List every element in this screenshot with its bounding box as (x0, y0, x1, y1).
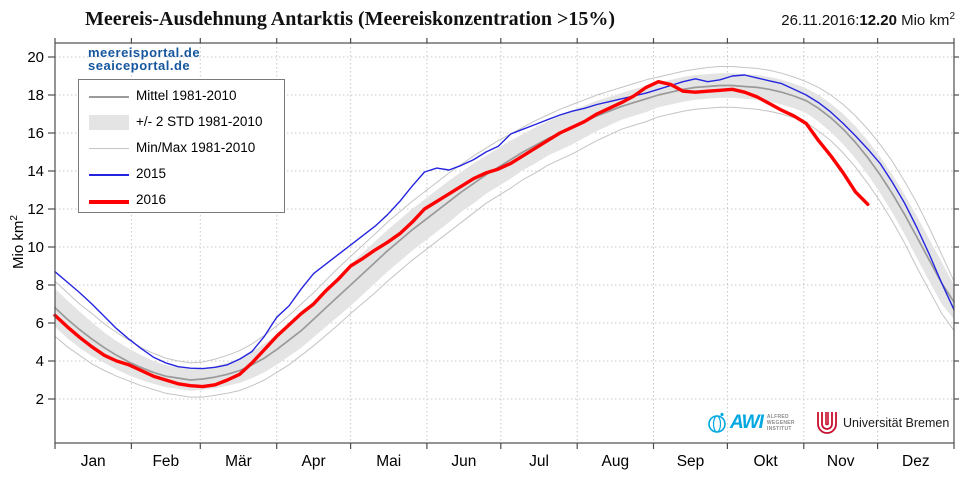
svg-text:20: 20 (27, 49, 44, 66)
svg-text:14: 14 (27, 163, 44, 180)
svg-text:6: 6 (36, 315, 44, 332)
latest-date: 26.11.2016: (781, 12, 860, 29)
legend-item-2015: 2015 (79, 162, 284, 188)
awi-logo: AWI ALFRED WEGENER INSTITUT (706, 408, 795, 438)
uni-bremen-u-icon (817, 412, 837, 434)
awi-acronym: AWI (730, 412, 764, 433)
max-line (54, 66, 955, 364)
svg-text:2: 2 (36, 391, 44, 408)
series-2015 (54, 74, 955, 370)
series-Mittel-1981-2010 (54, 84, 955, 381)
svg-text:Apr: Apr (302, 453, 326, 470)
awi-globe-icon (708, 412, 726, 433)
svg-text:Okt: Okt (754, 453, 779, 470)
std-band-swatch (89, 115, 129, 130)
legend: Mittel 1981-2010 +/- 2 STD 1981-2010 Min… (78, 79, 285, 213)
line-2016-swatch (89, 200, 129, 204)
legend-item-2016: 2016 (79, 188, 284, 214)
latest-value-readout: 26.11.2016:12.20 Mio km2 (781, 11, 955, 29)
watermark-line1: meereisportal.de (88, 45, 201, 60)
svg-text:4: 4 (36, 353, 44, 370)
y-axis-label-exponent: 2 (9, 215, 20, 221)
y-axis-label: Mio km2 (9, 215, 27, 269)
legend-item-minmax: Min/Max 1981-2010 (79, 136, 284, 162)
watermark-line2: seaiceportal.de (88, 58, 191, 73)
watermark: meereisportal.de seaiceportal.de (88, 46, 200, 72)
mean-line-swatch (89, 96, 129, 98)
std-band (55, 73, 954, 391)
series-2016 (53, 80, 870, 389)
svg-text:Dez: Dez (902, 453, 930, 470)
svg-text:10: 10 (27, 239, 44, 256)
awi-institute-text: ALFRED WEGENER INSTITUT (766, 414, 795, 432)
legend-item-mean: Mittel 1981-2010 (79, 84, 284, 110)
svg-text:8: 8 (36, 277, 44, 294)
plot-frame (54, 42, 955, 444)
svg-text:Mai: Mai (376, 453, 401, 470)
svg-text:Nov: Nov (827, 453, 855, 470)
svg-text:Jul: Jul (529, 453, 549, 470)
legend-item-band: +/- 2 STD 1981-2010 (79, 110, 284, 136)
latest-value: 12.20 (859, 12, 897, 29)
latest-unit: Mio km (901, 12, 950, 29)
svg-text:Aug: Aug (602, 453, 630, 470)
line-2015-swatch (89, 174, 129, 176)
svg-text:Sep: Sep (677, 453, 705, 470)
svg-text:Feb: Feb (152, 453, 179, 470)
latest-unit-exponent: 2 (949, 11, 955, 22)
svg-text:12: 12 (27, 201, 44, 218)
svg-text:Jun: Jun (451, 453, 476, 470)
svg-text:Mär: Mär (225, 453, 252, 470)
svg-text:Jan: Jan (81, 453, 106, 470)
uni-bremen-label: Universität Bremen (843, 416, 950, 430)
chart-title: Meereis-Ausdehnung Antarktis (Meereiskon… (85, 8, 616, 30)
svg-text:16: 16 (27, 125, 44, 142)
svg-text:18: 18 (27, 87, 44, 104)
minmax-line-swatch (89, 148, 129, 149)
uni-bremen-logo: Universität Bremen (815, 407, 949, 439)
